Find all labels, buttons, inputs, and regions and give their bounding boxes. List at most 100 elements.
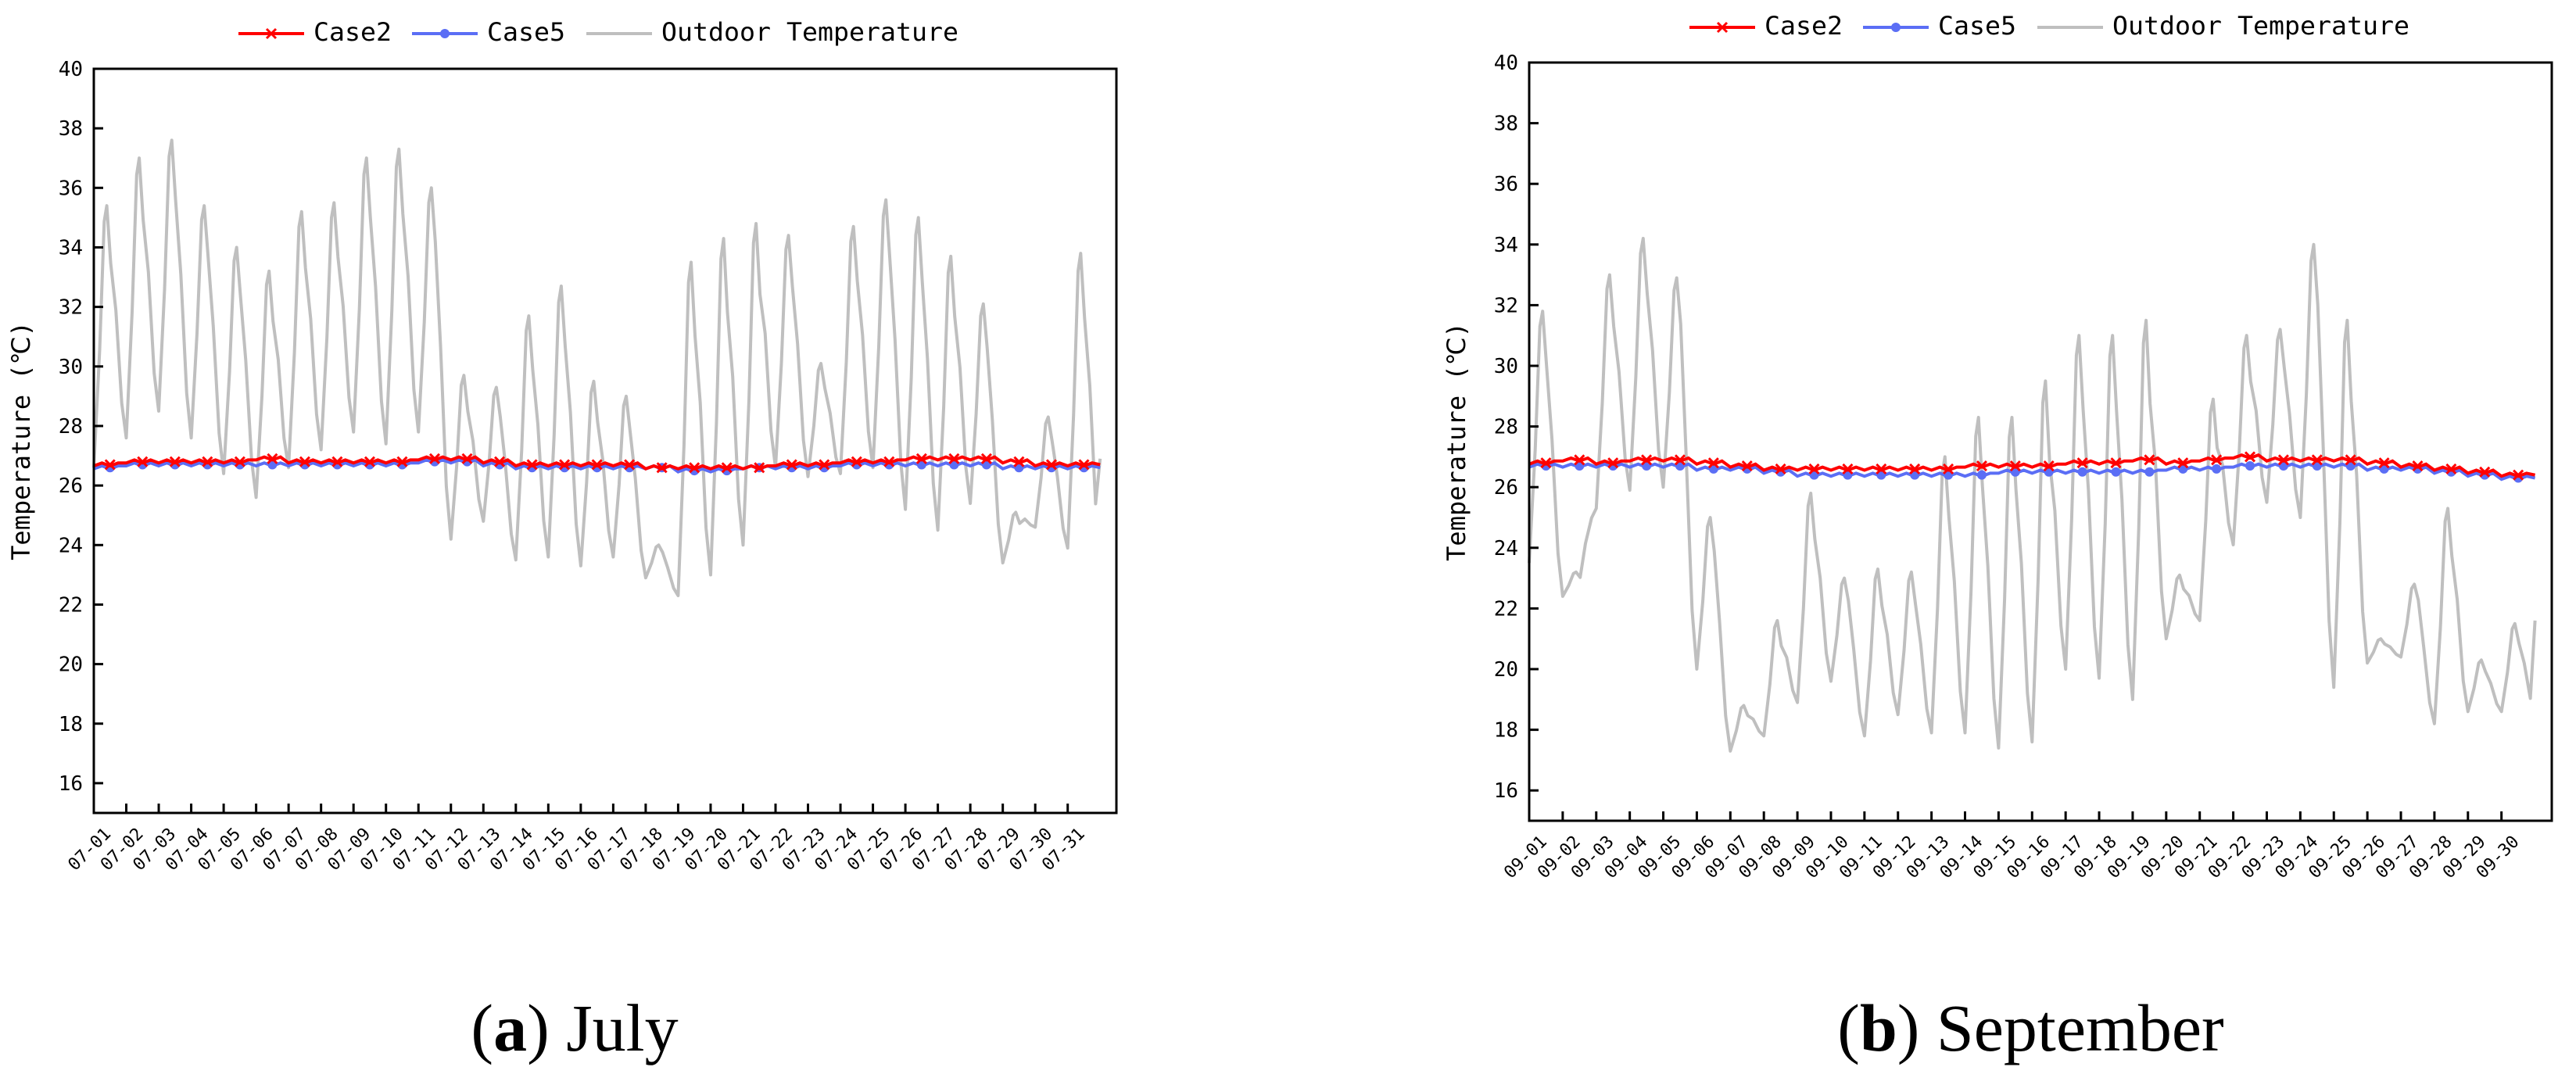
y-tick-label: 36 — [59, 177, 83, 200]
case2-point — [2144, 454, 2155, 466]
caption-july-letter: a — [493, 990, 528, 1065]
case2-point — [2244, 451, 2256, 463]
y-tick-label: 22 — [1494, 597, 1518, 621]
outdoor-temperature-line — [92, 138, 1102, 597]
case2-point — [2043, 460, 2055, 472]
y-tick-label: 34 — [1494, 234, 1518, 257]
case2-point — [851, 456, 862, 467]
case2-point — [267, 453, 278, 464]
legend-case5-label: Case5 — [487, 17, 565, 47]
case2-point — [915, 453, 927, 464]
y-tick-label: 24 — [59, 534, 83, 557]
y-tick-label: 30 — [59, 356, 83, 379]
y-tick-label: 32 — [1494, 294, 1518, 317]
y-tick-label: 26 — [1494, 476, 1518, 499]
y-tick-label: 26 — [59, 474, 83, 498]
chart-july-svg: 1618202224262830323436384007-0107-0207-0… — [6, 17, 1118, 875]
y-tick-label: 38 — [59, 117, 83, 141]
y-tick-label: 18 — [59, 713, 83, 736]
case5-line — [1528, 462, 2536, 482]
legend-case2-marker — [265, 27, 278, 40]
case2-point — [137, 456, 149, 467]
y-tick-label: 40 — [59, 58, 83, 81]
legend-case2-marker — [1716, 21, 1729, 34]
case5-point — [2077, 467, 2087, 477]
case5-point — [2245, 461, 2255, 471]
case2-point — [656, 462, 668, 474]
case2-point — [559, 459, 571, 471]
y-tick-label: 18 — [1494, 719, 1518, 743]
y-tick-label: 32 — [59, 296, 83, 320]
case2-point — [980, 453, 992, 464]
caption-september: (b) September — [1837, 990, 2224, 1065]
case2-point — [364, 456, 376, 467]
case2-point — [948, 453, 960, 464]
case2-point — [2311, 454, 2323, 466]
case2-point — [1808, 463, 1820, 474]
case2-point — [1540, 457, 1552, 469]
case2-point — [1674, 454, 1686, 466]
legend-case5-marker — [440, 29, 450, 38]
case2-point — [2076, 457, 2088, 469]
case2-point — [2211, 454, 2223, 466]
case2-point — [2345, 454, 2356, 466]
case2-point — [1078, 459, 1090, 471]
y-tick-label: 34 — [59, 236, 83, 260]
case2-point — [2378, 457, 2390, 469]
case2-point — [591, 459, 603, 471]
case5-point — [1976, 470, 1987, 480]
y-tick-label: 20 — [1494, 658, 1518, 682]
case2-point — [1574, 454, 1585, 466]
case2-point — [104, 459, 116, 471]
case2-point — [2009, 460, 2021, 472]
y-axis-label: Temperature (℃) — [1442, 322, 1471, 561]
case2-point — [819, 459, 830, 471]
y-tick-label: 16 — [1494, 779, 1518, 803]
legend-case5-marker — [1891, 23, 1901, 32]
case2-point — [1842, 463, 1854, 474]
case2-point — [202, 456, 213, 467]
y-tick-label: 28 — [59, 415, 83, 439]
case2-point — [2445, 463, 2457, 474]
case2-line — [1528, 453, 2536, 478]
case5-point — [2111, 467, 2121, 477]
case2-point — [2513, 469, 2524, 481]
y-tick-label: 30 — [1494, 355, 1518, 378]
case2-point — [169, 456, 181, 467]
case2-point — [461, 453, 473, 464]
case2-point — [1641, 454, 1653, 466]
case2-point — [624, 459, 636, 471]
case2-point — [1909, 463, 1921, 474]
case2-point — [689, 462, 700, 474]
case2-point — [883, 456, 895, 467]
legend: Case2 Case5 Outdoor Temperature — [238, 17, 958, 47]
case2-point — [1045, 459, 1058, 471]
caption-july: (a) July — [471, 990, 679, 1065]
case2-point — [1013, 456, 1025, 467]
chart-july: 16 18 20 22 24 26 28 30 32 34 36 38 40 07-01 07-02 07-0… — [0, 0, 1149, 938]
caption-september-text: September — [1936, 990, 2224, 1065]
y-tick-label: 22 — [59, 593, 83, 617]
chart-september-svg: 1618202224262830323436384009-0109-0209-0… — [1442, 11, 2553, 883]
caption-september-letter: b — [1859, 990, 1897, 1065]
y-tick-label: 20 — [59, 653, 83, 677]
case2-point — [2277, 454, 2289, 466]
outdoor-temperature-line — [1528, 237, 2537, 753]
legend-outdoor-label: Outdoor Temperature — [2112, 11, 2409, 41]
case2-point — [2412, 460, 2424, 472]
case5-point — [2212, 464, 2222, 474]
chart-september: 16 18 20 22 24 26 28 30 32 34 36 38 40 09-01 09-02 09-0… — [1423, 0, 2572, 938]
caption-july-text: July — [566, 990, 679, 1065]
case2-point — [2479, 466, 2491, 478]
y-tick-label: 40 — [1494, 52, 1518, 75]
case2-point — [2177, 457, 2189, 469]
case2-point — [786, 459, 797, 471]
plot-frame — [92, 67, 1118, 815]
y-tick-label: 28 — [1494, 416, 1518, 439]
y-axis-label: Temperature (℃) — [6, 321, 36, 560]
legend-case2-label: Case2 — [313, 17, 392, 47]
case2-point — [1976, 460, 1988, 472]
plot-frame — [1528, 61, 2553, 822]
case5-point — [2144, 467, 2155, 477]
y-tick-label: 16 — [59, 772, 83, 796]
